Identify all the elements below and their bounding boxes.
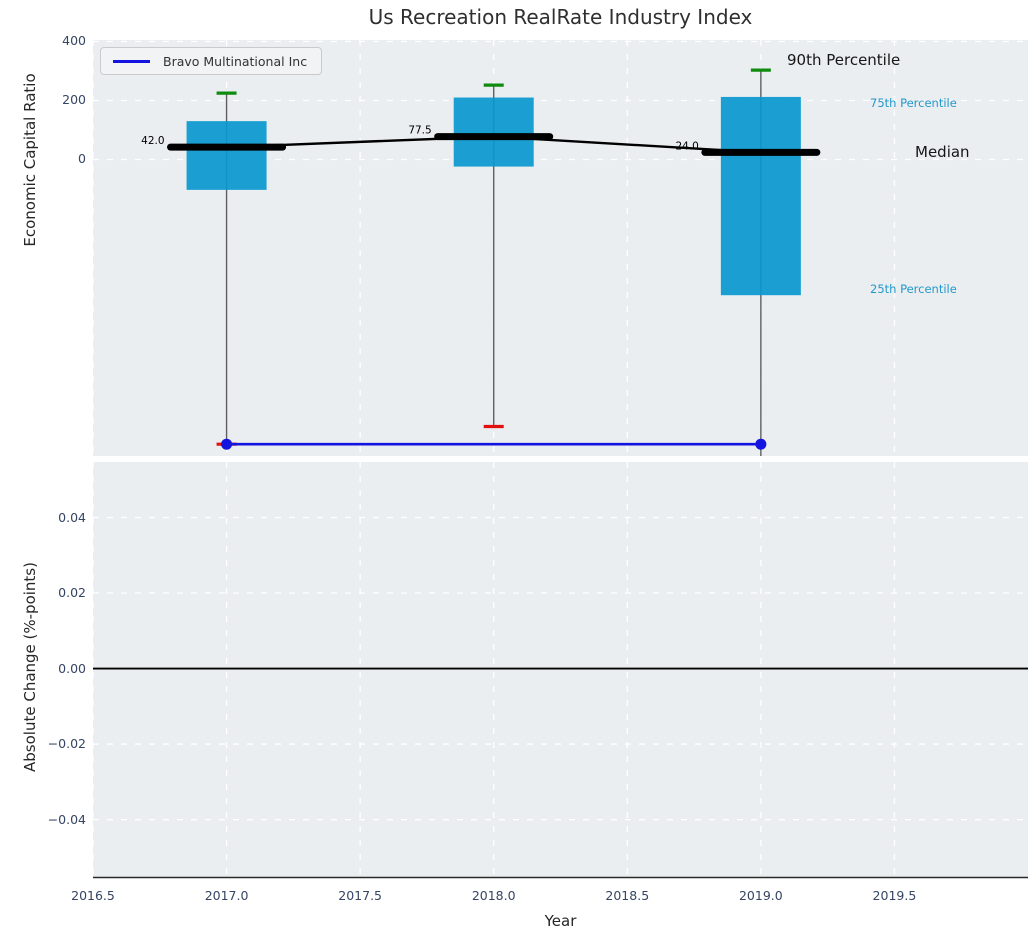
bottom-y-tick-0: 0.04 — [58, 509, 86, 525]
x-tick-2017.0: 2017.0 — [204, 888, 249, 903]
x-tick-2018.5: 2018.5 — [605, 888, 650, 903]
legend-series-label: Bravo Multinational Inc — [163, 53, 308, 69]
x-axis-label: Year — [544, 912, 577, 930]
x-tick-2017.5: 2017.5 — [338, 888, 383, 903]
top-y-tick-200: 200 — [62, 92, 86, 108]
x-tick-2019.0: 2019.0 — [738, 888, 783, 903]
top-y-tick-400: 400 — [62, 33, 86, 49]
annotation-25th-percentile: 25th Percentile — [870, 282, 957, 296]
annotation-median: Median — [915, 143, 970, 161]
legend-line-sample — [113, 59, 150, 63]
bottom-y-tick-3: −0.02 — [47, 736, 86, 752]
annotation-90th-percentile: 90th Percentile — [787, 51, 901, 69]
x-tick-2018.0: 2018.0 — [471, 888, 516, 903]
top-panel-background — [93, 40, 1028, 456]
chart-title: Us Recreation RealRate Industry Index — [368, 5, 753, 29]
bottom-y-tick-1: 0.02 — [58, 585, 86, 601]
top-y-tick-0: 0 — [78, 151, 86, 167]
x-tick-2019.5: 2019.5 — [872, 888, 917, 903]
legend: Bravo Multinational Inc — [100, 47, 323, 75]
series-marker-2019 — [755, 438, 767, 450]
median-value-label-2019: 24.0 — [675, 140, 698, 152]
box-iqr-2019 — [720, 96, 801, 296]
median-value-label-2017: 42.0 — [141, 135, 164, 147]
series-marker-2017 — [221, 438, 233, 450]
annotation-75th-percentile: 75th Percentile — [870, 96, 957, 110]
median-value-label-2018: 77.5 — [408, 125, 431, 137]
box-iqr-2018 — [453, 97, 534, 167]
bottom-y-tick-2: 0.00 — [58, 660, 86, 676]
bottom-y-tick-4: −0.04 — [47, 811, 86, 827]
box-iqr-2017 — [186, 121, 267, 190]
x-tick-2016.5: 2016.5 — [71, 888, 115, 903]
